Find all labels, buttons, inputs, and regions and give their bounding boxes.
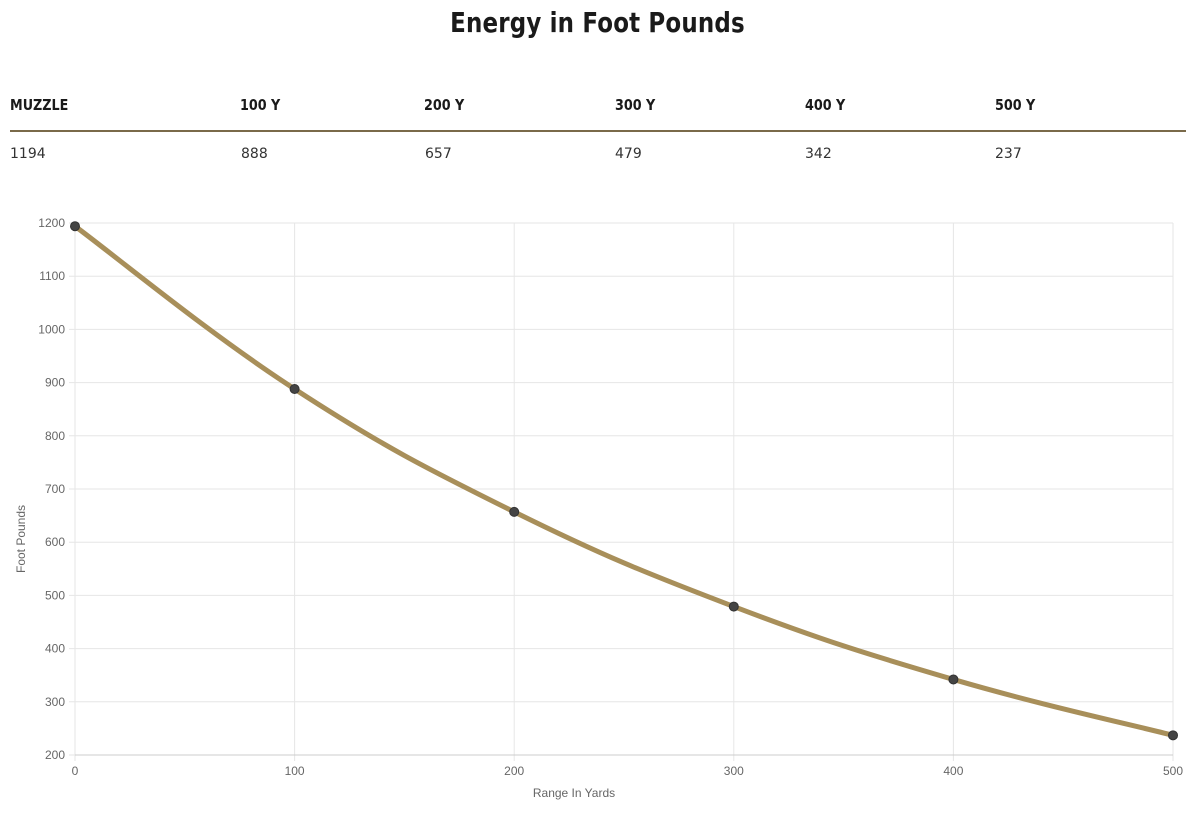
data-point <box>289 383 300 394</box>
header-300y: 300 Y <box>615 96 656 114</box>
data-points <box>70 221 1178 741</box>
y-tick-label: 700 <box>45 482 65 496</box>
header-100y: 100 Y <box>240 96 281 114</box>
data-point <box>948 674 959 685</box>
value-300y: 479 <box>615 146 642 162</box>
y-tick-label: 1200 <box>38 216 65 230</box>
data-point <box>728 601 739 612</box>
energy-line-chart: 200 300 400 500 600 700 800 900 1000 1100 1200 0 100… <box>14 216 1183 800</box>
x-axis-label: Range In Yards <box>533 786 615 800</box>
y-tick-label: 1100 <box>39 269 65 283</box>
y-tick-label: 900 <box>45 376 65 390</box>
y-tick-label: 500 <box>45 588 65 602</box>
value-400y: 342 <box>805 146 832 162</box>
table-value-row: 1194 888 657 479 342 237 <box>10 132 1186 172</box>
data-point <box>70 221 80 232</box>
x-tick-label: 200 <box>504 764 524 778</box>
x-tick-label: 300 <box>724 764 744 778</box>
x-tick-label: 500 <box>1163 764 1183 778</box>
header-400y: 400 Y <box>805 96 846 114</box>
data-point <box>1168 730 1178 741</box>
data-point <box>509 506 520 517</box>
x-tick-label: 400 <box>943 764 963 778</box>
y-tick-label: 800 <box>45 429 65 443</box>
header-200y: 200 Y <box>424 96 465 114</box>
value-200y: 657 <box>425 146 452 162</box>
y-tick-label: 1000 <box>38 322 65 336</box>
header-500y: 500 Y <box>995 96 1036 114</box>
y-axis-label: Foot Pounds <box>14 505 28 573</box>
x-tick-label: 100 <box>285 764 305 778</box>
y-tick-label: 400 <box>45 642 65 656</box>
table-header-row: MUZZLE 100 Y 200 Y 300 Y 400 Y 500 Y <box>10 92 1186 132</box>
x-tick-label: 0 <box>72 764 79 778</box>
header-muzzle: MUZZLE <box>10 96 69 114</box>
axis-ticks: 200 300 400 500 600 700 800 900 1000 1100 1200 0 100… <box>38 216 1183 778</box>
value-muzzle: 1194 <box>10 146 46 162</box>
series-line <box>72 223 1176 738</box>
y-tick-label: 600 <box>45 535 65 549</box>
value-500y: 237 <box>995 146 1022 162</box>
y-tick-label: 200 <box>45 748 65 762</box>
energy-table: MUZZLE 100 Y 200 Y 300 Y 400 Y 500 Y 119… <box>10 92 1186 172</box>
value-100y: 888 <box>241 146 268 162</box>
y-tick-label: 300 <box>45 695 65 709</box>
chart-title: Energy in Foot Pounds <box>450 6 745 39</box>
grid <box>69 222 1174 761</box>
